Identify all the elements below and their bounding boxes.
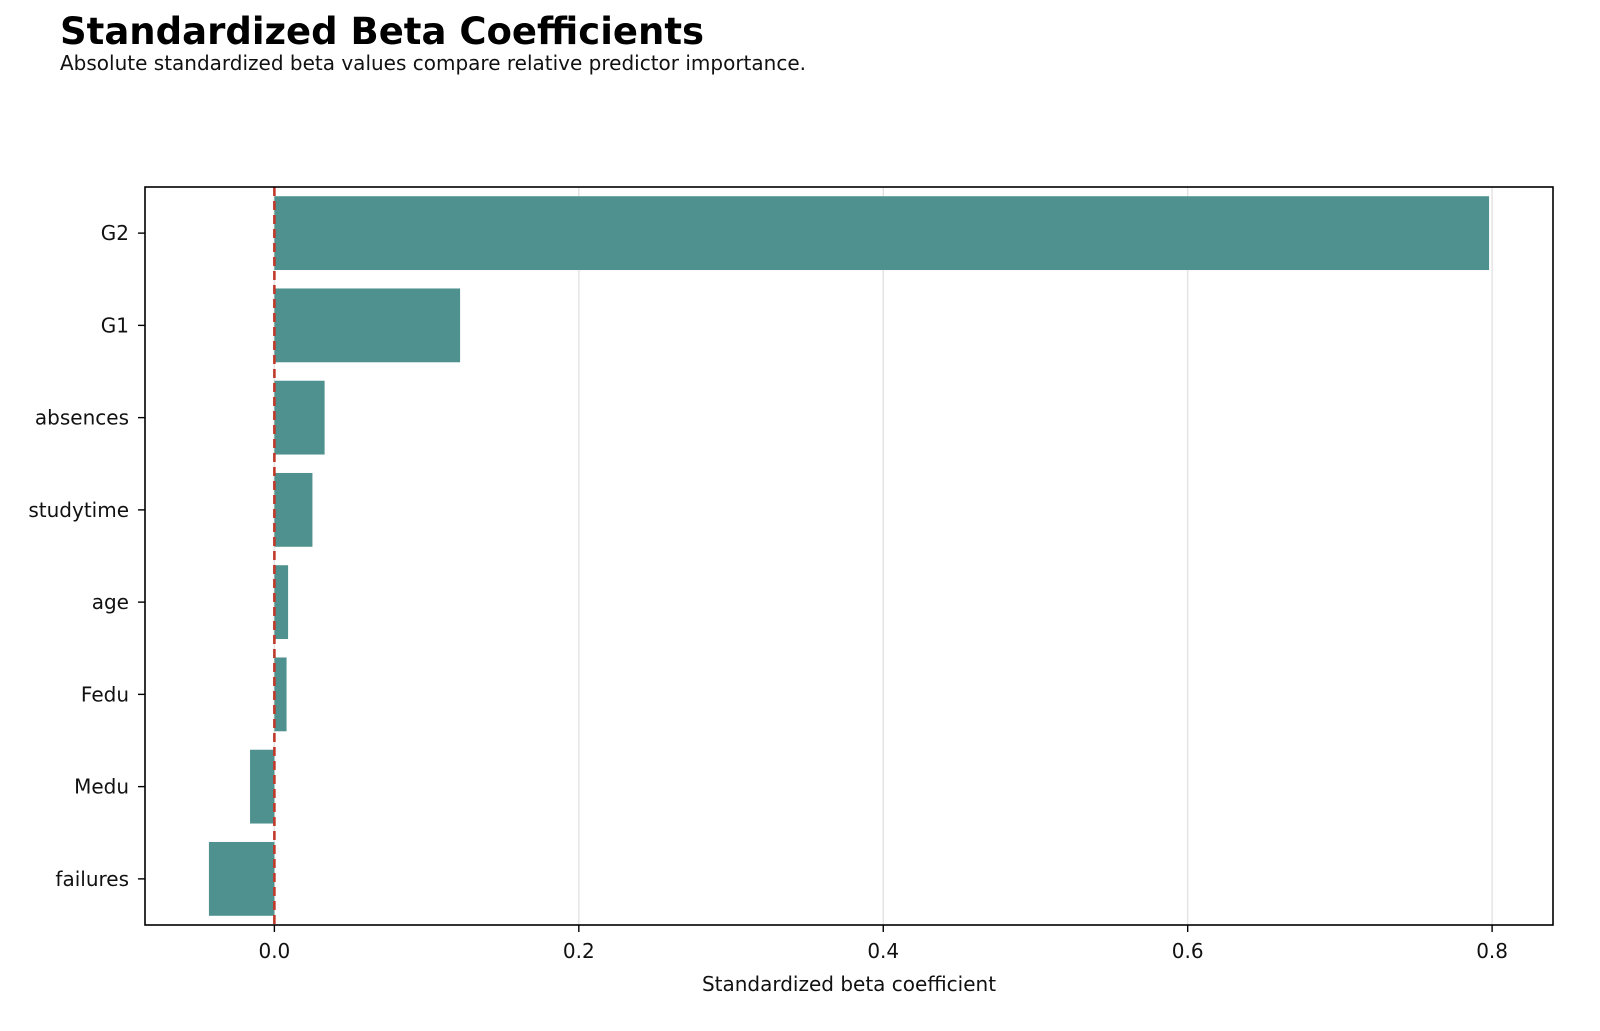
x-tick-label: 0.2 <box>563 939 595 963</box>
y-axis-ticks: G2 G1 absences studytime age Fedu Medu failures <box>28 221 145 891</box>
y-tick-label: studytime <box>28 498 129 522</box>
bar-G2 <box>274 196 1490 271</box>
y-tick-label: G1 <box>101 313 129 337</box>
bar-failures <box>208 841 275 916</box>
bar-Medu <box>250 749 275 824</box>
y-tick-label: G2 <box>101 221 129 245</box>
chart-title: Standardized Beta Coefficients <box>60 10 705 53</box>
bar-layer <box>208 196 1490 916</box>
x-axis-ticks: 0.0 0.2 0.4 0.6 0.8 <box>258 925 1508 963</box>
y-tick-label: absences <box>35 406 129 430</box>
x-axis-label: Standardized beta coefficient <box>702 972 996 996</box>
x-tick-label: 0.8 <box>1476 939 1508 963</box>
y-tick-label: age <box>92 590 129 614</box>
bar-G1 <box>274 288 461 363</box>
plot-frame <box>144 186 1554 926</box>
x-tick-label: 0.6 <box>1172 939 1204 963</box>
chart-subtitle: Absolute standardized beta values compar… <box>60 51 806 75</box>
bar-Fedu <box>274 657 287 732</box>
bar-age <box>274 565 289 640</box>
y-tick-label: failures <box>55 867 129 891</box>
x-tick-label: 0.4 <box>867 939 899 963</box>
x-tick-label: 0.0 <box>258 939 290 963</box>
bar-studytime <box>274 472 313 547</box>
y-tick-label: Medu <box>74 775 129 799</box>
bar-absences <box>274 380 325 455</box>
y-tick-label: Fedu <box>81 682 129 706</box>
